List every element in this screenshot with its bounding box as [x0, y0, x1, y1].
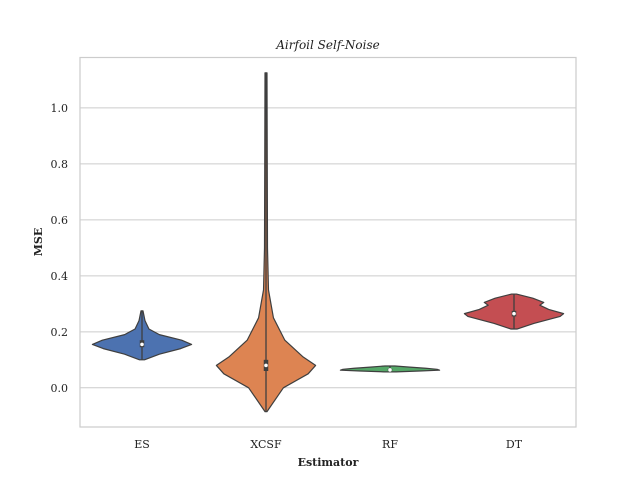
y-tick-label: 0.6 — [51, 214, 69, 227]
violin-xcsf — [215, 72, 317, 413]
violin-median-point — [264, 363, 268, 368]
violins — [91, 72, 565, 413]
violin-median-point — [140, 342, 144, 347]
x-axis-ticks: ES XCSF RF DT — [134, 438, 523, 451]
y-tick-label: 0.0 — [51, 382, 69, 395]
x-tick-label: RF — [382, 438, 398, 451]
y-axis-ticks: 0.0 0.2 0.4 0.6 0.8 1.0 — [51, 102, 69, 395]
chart-title: Airfoil Self-Noise — [275, 38, 379, 52]
y-tick-label: 0.8 — [51, 158, 69, 171]
x-tick-label: ES — [134, 438, 150, 451]
y-axis-label: MSE — [32, 228, 45, 257]
grid-lines — [80, 107, 576, 389]
violin-median-point — [388, 368, 392, 372]
x-tick-label: XCSF — [250, 438, 282, 451]
x-axis-label: Estimator — [298, 456, 359, 469]
violin-dt — [463, 293, 565, 330]
violin-rf — [339, 365, 441, 373]
y-tick-label: 0.4 — [51, 270, 69, 283]
y-tick-label: 0.2 — [51, 326, 69, 339]
plot-frame — [79, 56, 577, 428]
violin-es — [91, 310, 193, 361]
violin-median-point — [512, 311, 516, 316]
x-tick-label: DT — [506, 438, 523, 451]
y-tick-label: 1.0 — [51, 102, 69, 115]
